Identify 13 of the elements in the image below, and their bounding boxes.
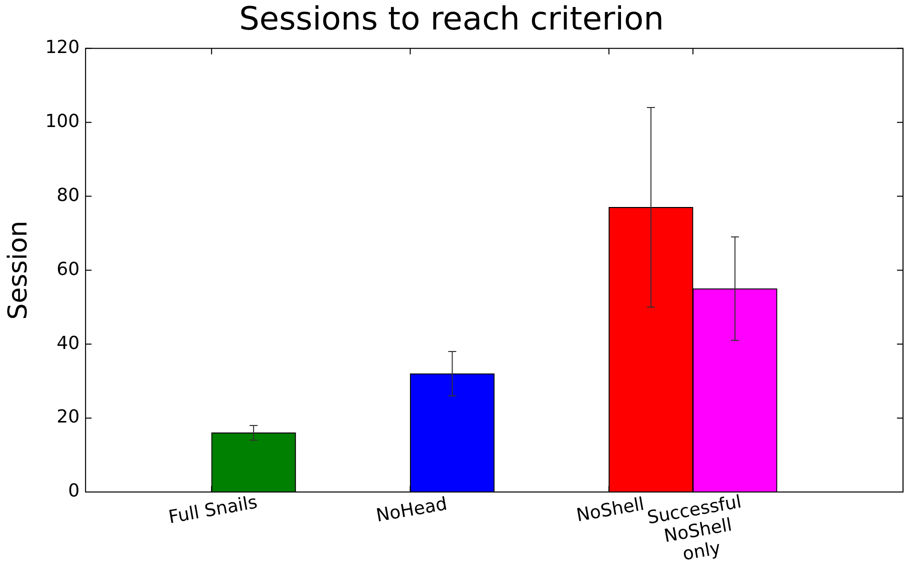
- y-tick-label: 60: [56, 258, 80, 280]
- y-tick-label: 120: [45, 37, 80, 58]
- y-tick-label: 80: [56, 184, 80, 206]
- y-tick-label: 100: [45, 111, 80, 132]
- y-tick-label: 0: [68, 480, 80, 502]
- chart-title: Sessions to reach criterion: [239, 0, 664, 38]
- x-tick-label: NoHead: [374, 493, 449, 527]
- x-tick-label: Full Snails: [166, 492, 260, 528]
- y-axis-title: Session: [3, 220, 34, 320]
- y-tick-label: 20: [56, 406, 80, 428]
- y-tick-label: 40: [56, 332, 80, 354]
- x-tick-label: NoShell: [574, 494, 646, 526]
- x-tick-label: Successful NoShell only: [646, 491, 744, 566]
